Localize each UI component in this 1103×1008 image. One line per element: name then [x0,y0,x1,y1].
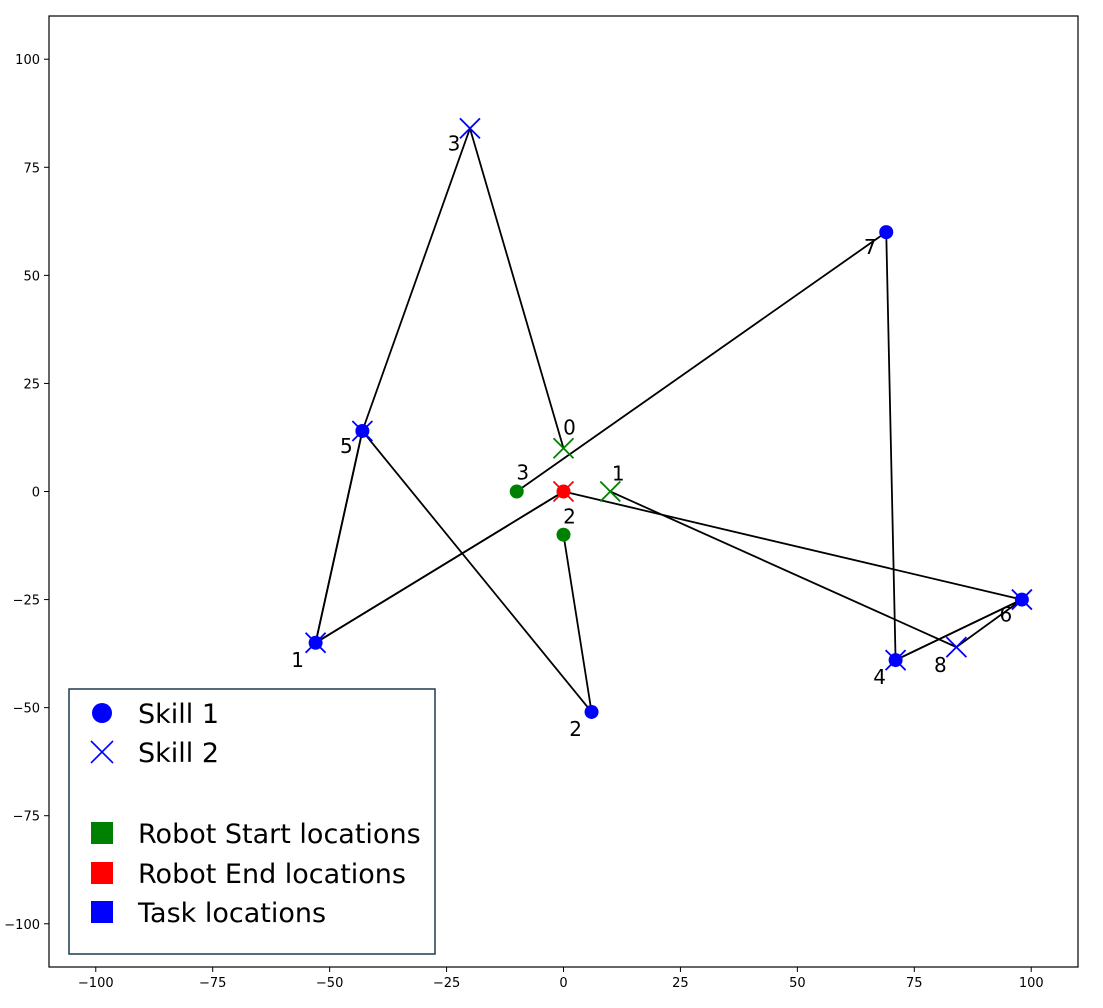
task-label: 5 [340,434,353,458]
legend-box [68,688,436,955]
robot-start-label: 3 [516,461,529,485]
cross-stroke [599,480,621,503]
task-skill2-marker [884,649,907,671]
legend-label: Robot Start locations [138,819,421,850]
task-label: 4 [873,665,886,689]
x-tick-label: −25 [433,976,460,991]
robot-start-marker [556,527,571,542]
cross-stroke [459,117,481,140]
y-tick-label: 75 [23,161,40,176]
cross-stroke [1011,588,1033,611]
robot-end-marker [552,480,575,503]
task-label: 2 [569,717,582,741]
robot-start-marker [599,480,621,503]
y-tick-label: 100 [15,53,40,68]
y-tick-label: 25 [23,377,40,392]
y-tick-label: −100 [4,918,40,933]
point-labels: 1 2 3 4 5 6 7 8 0 1 2 3 [291,131,1012,741]
cross-stroke [351,420,374,442]
task-label: 8 [934,653,947,677]
axes: −100 −75 −50 −25 0 25 50 75 100−100−75−50−250255… [4,53,1043,991]
task-label: 6 [1000,603,1013,627]
task-skill2-marker [304,632,327,654]
x-tick-label: −50 [316,976,343,991]
robot-path [516,231,1023,661]
cross-stroke [884,649,907,671]
robot-start-label: 2 [563,505,576,529]
task-skill2-marker [1011,588,1033,611]
legend-square-icon [91,901,113,923]
cross-stroke [90,740,114,764]
cross-stroke [552,437,575,459]
y-tick-label: −25 [13,594,40,609]
x-tick-label: 25 [672,976,689,991]
legend-label: Skill 2 [138,738,219,769]
location-markers [304,117,1033,719]
y-tick-label: −75 [13,810,40,825]
robot-start-label: 1 [612,462,625,486]
task-skill1-marker [879,225,894,240]
legend-label: Task locations [137,898,326,929]
robot-path [314,127,565,644]
y-tick-label: −50 [13,702,40,717]
task-skill2-marker [459,117,481,140]
legend-square-icon [91,822,113,844]
cross-stroke [552,480,575,503]
robot-paths [314,127,1023,713]
x-tick-label: −75 [199,976,226,991]
task-skill1-marker [584,704,599,719]
x-tick-label: 50 [789,976,806,991]
task-label: 7 [864,235,877,259]
y-tick-label: 0 [32,486,40,501]
robot-path [314,430,1023,713]
legend-label: Robot End locations [138,859,406,890]
task-label: 1 [291,648,304,672]
task-skill2-marker [945,636,968,658]
x-tick-label: 100 [1019,976,1044,991]
legend: Skill 1 Skill 2 Robot Start locations Robot… [68,688,436,955]
task-label: 3 [448,131,461,155]
task-skill2-marker [351,420,374,442]
legend-circle-icon [92,703,112,723]
robot-start-label: 0 [563,415,576,439]
legend-label: Skill 1 [138,699,219,730]
robot-start-marker [509,484,524,499]
x-tick-label: 0 [559,976,567,991]
cross-stroke [304,632,327,654]
y-tick-label: 50 [23,269,40,284]
robot-start-marker [552,437,575,459]
x-tick-label: −100 [78,976,114,991]
legend-cross-icon [90,740,114,764]
x-tick-label: 75 [906,976,923,991]
cross-stroke [945,636,968,658]
legend-square-icon [91,862,113,884]
